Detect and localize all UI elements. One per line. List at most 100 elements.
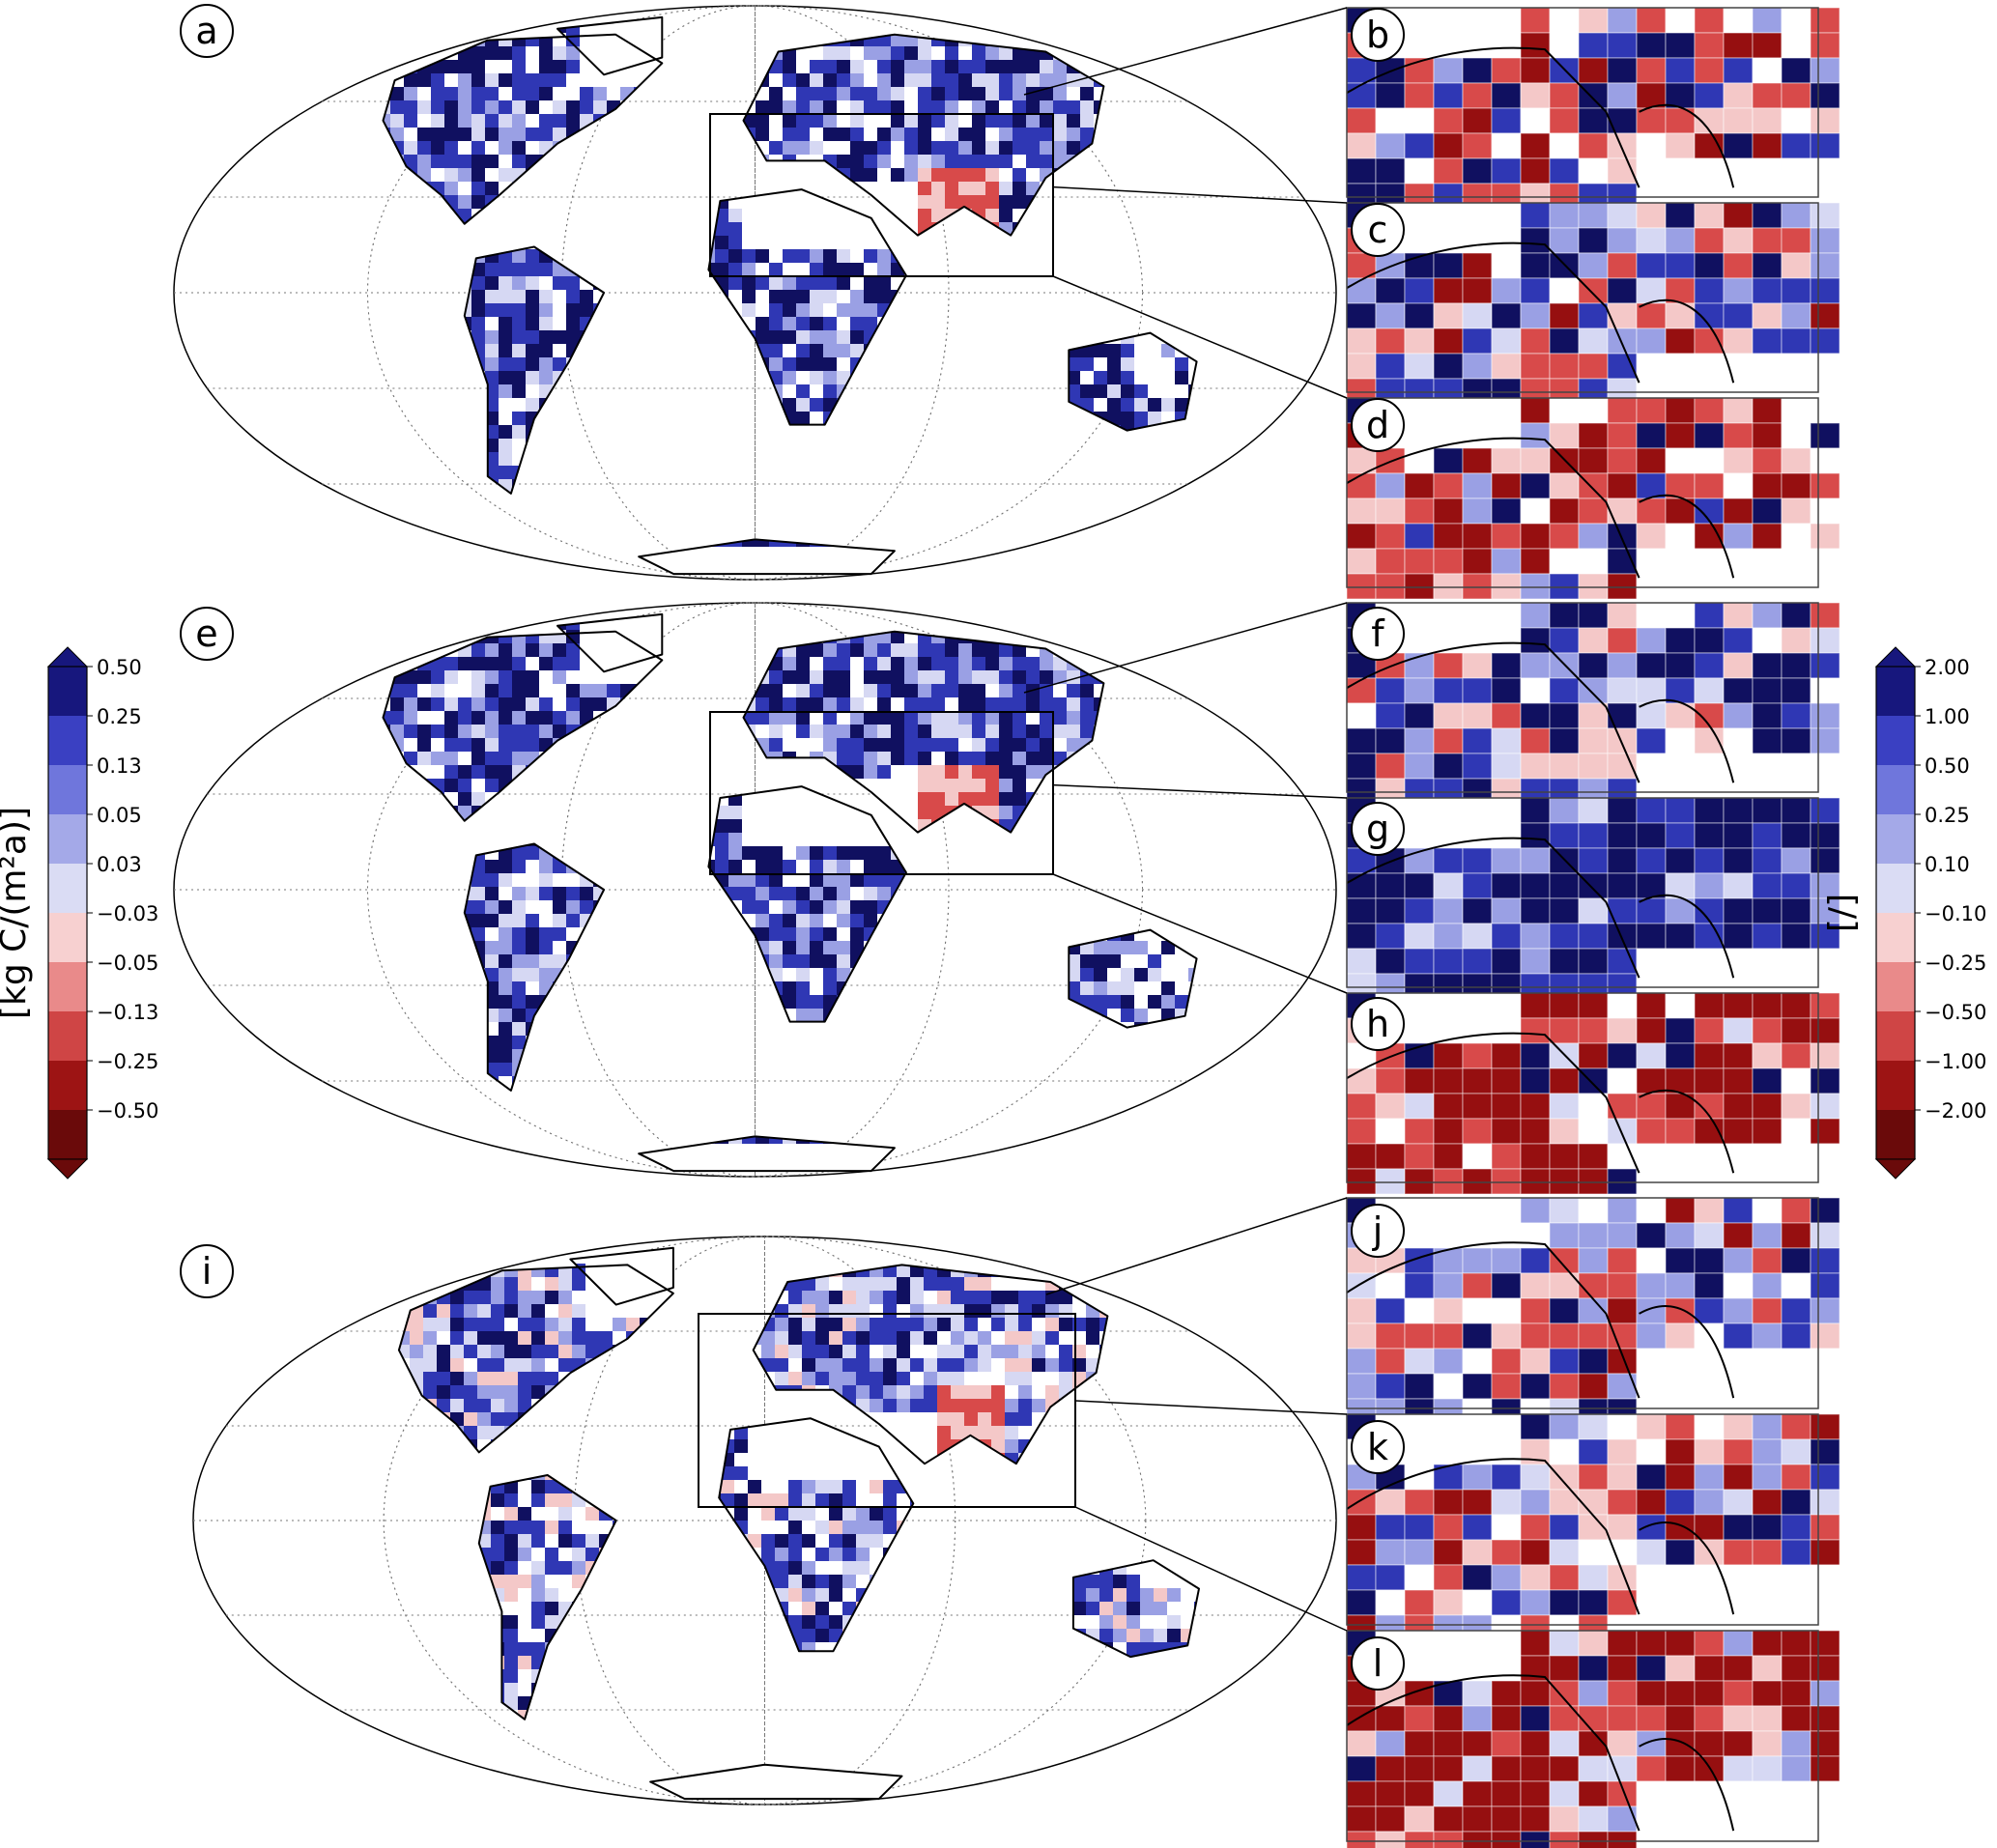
colorbar-extend-bottom: [46, 1158, 89, 1180]
colorbar-tick-label: −0.13: [97, 1001, 158, 1024]
coastline-africa: [718, 1417, 915, 1653]
colorbar-extend-top: [1874, 646, 1917, 668]
coastline-greenland: [556, 15, 664, 76]
coastline-antarctic: [649, 1763, 903, 1801]
colorbar-segment: [1876, 962, 1915, 1011]
colorbar-segment: [48, 1011, 87, 1061]
colorbar-tick-label: 0.25: [1925, 804, 1970, 827]
colorbar-segment: [48, 667, 87, 716]
coastline-antarctic: [638, 538, 896, 576]
inset-map: [1346, 1630, 1840, 1848]
inset-frame: [1346, 202, 1819, 393]
connector-line: [1052, 275, 1348, 399]
inset-frame: [1346, 7, 1819, 198]
inset-coastline: [1346, 46, 1735, 188]
colorbar-segment: [1876, 716, 1915, 765]
colorbar-tick-label: 1.00: [1925, 705, 1970, 728]
colorbar-segment: [48, 1061, 87, 1110]
colorbar-tick-label: −1.00: [1925, 1050, 1986, 1073]
inset-connector-lines: [1023, 7, 1348, 1632]
colorbar-tick-label: 0.05: [97, 804, 142, 827]
colorbar-segment: [48, 864, 87, 913]
colorbar-extend-top: [46, 646, 89, 668]
colorbar-segment: [48, 814, 87, 864]
colorbar-tick-label: −0.25: [1925, 952, 1986, 975]
graticule-meridian: [366, 602, 1144, 1178]
colorbar-segment: [1876, 1061, 1915, 1110]
inset-map: [1346, 602, 1840, 805]
left-colorbar-unit: [kg C/(m²a)]: [0, 807, 34, 1019]
inset-coastline: [1346, 1674, 1735, 1832]
coastline-samerica: [463, 842, 606, 1092]
coastline-namerica: [382, 33, 664, 225]
inset-map: [1346, 992, 1840, 1195]
inset-maps: [1346, 7, 1840, 1848]
panel-label-h: h: [1351, 997, 1405, 1051]
zoom-region-box: [709, 113, 1054, 277]
graticule-meridian: [366, 5, 1144, 581]
panel-label-i: i: [180, 1244, 234, 1298]
colorbar-extend-bottom: [1874, 1158, 1917, 1180]
inset-frame: [1346, 1630, 1819, 1842]
colorbar-tick-label: −0.10: [1925, 902, 1986, 925]
world-map: [173, 5, 1337, 581]
world-map: [192, 1236, 1337, 1805]
left-colorbar: 0.50 0.25 0.13 0.05 0.03 −0.03 −0.05 −0.13 −0.25…: [0, 646, 158, 1180]
panel-label-j: j: [1351, 1204, 1405, 1258]
world-map: [173, 602, 1337, 1178]
colorbar-segment: [1876, 1110, 1915, 1159]
inset-map: [1346, 797, 1840, 1000]
coastline-africa: [707, 188, 907, 426]
coastline-africa: [707, 785, 907, 1023]
colorbar-tick-label: −0.50: [97, 1099, 158, 1123]
colorbar-tick-label: −0.05: [97, 952, 158, 975]
connector-line: [1052, 873, 1348, 994]
colorbar-tick-label: −0.50: [1925, 1001, 1986, 1024]
zoom-region-box: [698, 1313, 1076, 1508]
colorbar-tick-label: −0.25: [97, 1050, 158, 1073]
colorbar-segment: [48, 913, 87, 962]
inset-map: [1346, 7, 1840, 210]
colorbar-tick-label: 0.10: [1925, 853, 1970, 876]
coastline-australia: [1071, 1559, 1200, 1659]
colorbar-segment: [1876, 667, 1915, 716]
inset-coastline: [1346, 837, 1735, 979]
connector-line: [1023, 602, 1348, 694]
colorbar-segment: [1876, 814, 1915, 864]
inset-frame: [1346, 1413, 1819, 1626]
coastline-australia: [1068, 928, 1198, 1029]
colorbar-segment: [1876, 765, 1915, 814]
coastline-greenland: [569, 1246, 674, 1306]
panel-label-k: k: [1351, 1420, 1405, 1474]
coastline-australia: [1068, 331, 1198, 432]
colorbar-tick-label: −2.00: [1925, 1099, 1986, 1123]
colorbar-segment: [1876, 1011, 1915, 1061]
graticule-meridian: [383, 1236, 1147, 1805]
coastline-namerica: [397, 1264, 674, 1454]
inset-map: [1346, 1413, 1840, 1641]
inset-coastline: [1346, 1241, 1735, 1399]
coastline-antarctic: [638, 1135, 896, 1173]
inset-frame: [1346, 1197, 1819, 1409]
panel-label-a: a: [180, 4, 234, 58]
colorbar-segment: [48, 716, 87, 765]
colorbar-segment: [48, 1110, 87, 1159]
panel-label-f: f: [1351, 607, 1405, 661]
inset-frame: [1346, 397, 1819, 588]
colorbar-tick-label: 2.00: [1925, 656, 1970, 679]
coastline-samerica: [477, 1474, 617, 1720]
inset-coastline: [1346, 242, 1735, 384]
colorbar-tick-label: 0.25: [97, 705, 142, 728]
connector-line: [1074, 1506, 1348, 1632]
inset-frame: [1346, 797, 1819, 988]
zoom-region-box: [709, 711, 1054, 875]
inset-map: [1346, 1197, 1840, 1425]
inset-coastline: [1346, 1032, 1735, 1174]
colorbar-tick-label: 0.03: [97, 853, 142, 876]
coastline-eurasia: [752, 1264, 1109, 1465]
right-colorbar-unit: [/]: [1822, 894, 1862, 932]
colorbar-tick-label: −0.03: [97, 902, 158, 925]
connector-line: [1074, 1400, 1348, 1415]
colorbar-tick-label: 0.13: [97, 754, 142, 778]
